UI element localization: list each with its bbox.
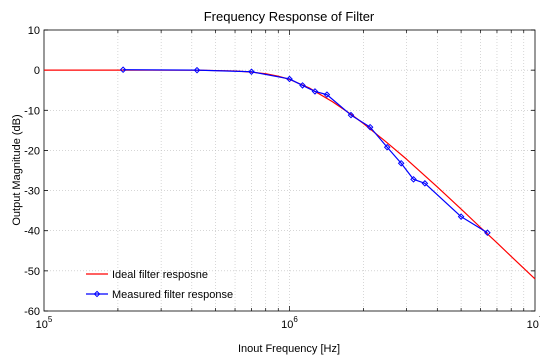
- y-axis-ticks: 10 0 -10 -20 -30 -40 -50 -60: [24, 25, 535, 318]
- data-point: [286, 75, 293, 83]
- data-point: [193, 66, 201, 74]
- y-axis-label: Output Magnitude (dB): [11, 114, 23, 225]
- data-point: [299, 82, 306, 89]
- data-point: [311, 88, 319, 95]
- y-tick-label: -60: [24, 306, 40, 318]
- series-1: [119, 66, 491, 237]
- y-tick-label: -20: [24, 145, 40, 157]
- data-point: [383, 143, 391, 151]
- x-axis-label: Inout Frequency [Hz]: [238, 343, 340, 355]
- data-point: [347, 111, 355, 119]
- data-point: [323, 91, 331, 98]
- x-tick-label: 106: [281, 315, 298, 331]
- y-tick-label: 0: [34, 65, 40, 77]
- legend-label: Ideal filter resposne: [112, 269, 208, 281]
- data-point: [421, 180, 429, 187]
- legend-marker: [93, 290, 101, 298]
- data-point: [248, 68, 255, 76]
- legend-label: Measured filter response: [112, 289, 233, 301]
- series-line: [123, 69, 488, 234]
- data-point: [366, 123, 374, 131]
- data-point: [119, 66, 127, 74]
- data-point: [410, 176, 417, 183]
- y-tick-label: -10: [24, 105, 40, 117]
- x-tick-base: 10: [281, 319, 293, 331]
- y-tick-label: 10: [28, 25, 40, 37]
- x-tick-base: 10: [527, 319, 539, 331]
- x-tick-label: 105: [36, 315, 53, 331]
- x-tick-exponent: 5: [48, 315, 53, 324]
- legend: Ideal filter resposne Measured filter res…: [86, 269, 233, 301]
- x-tick-label: 107: [527, 315, 540, 331]
- data-point: [484, 229, 491, 237]
- data-point: [457, 213, 465, 220]
- grid: [44, 30, 535, 311]
- chart-title: Frequency Response of Filter: [204, 9, 375, 24]
- y-tick-label: -50: [24, 266, 40, 278]
- y-tick-label: -40: [24, 226, 40, 238]
- data-point: [397, 159, 405, 167]
- y-tick-label: -30: [24, 186, 40, 198]
- x-tick-exponent: 6: [293, 315, 298, 324]
- x-tick-exponent: 7: [539, 315, 540, 324]
- x-axis-ticks: 105106107: [36, 30, 540, 331]
- series-layer: [44, 66, 536, 280]
- x-tick-base: 10: [36, 319, 48, 331]
